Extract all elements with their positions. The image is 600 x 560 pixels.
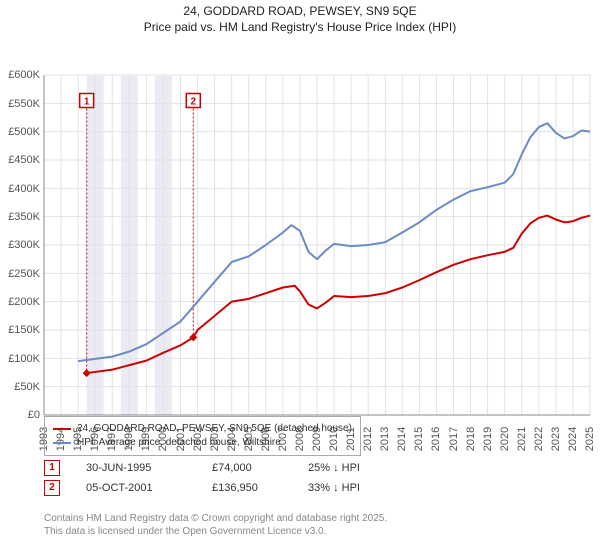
- legend-item: 24, GODDARD ROAD, PEWSEY, SN9 5QE (detac…: [53, 422, 352, 436]
- x-axis-label: 2023: [550, 427, 562, 451]
- marker-price: £74,000: [212, 462, 282, 474]
- x-axis-label: 2020: [499, 427, 511, 451]
- legend-box: 24, GODDARD ROAD, PEWSEY, SN9 5QE (detac…: [44, 416, 361, 456]
- svg-text:2: 2: [191, 97, 197, 108]
- x-axis-label: 2015: [413, 427, 425, 451]
- chart-container: 24, GODDARD ROAD, PEWSEY, SN9 5QE Price …: [0, 0, 600, 560]
- title-line-2: Price paid vs. HM Land Registry's House …: [0, 20, 600, 36]
- marker-price: £136,950: [212, 482, 282, 494]
- x-axis-label: 2018: [465, 427, 477, 451]
- y-axis-label: £200K: [8, 296, 44, 308]
- x-axis-label: 2024: [567, 427, 579, 451]
- marker-diff: 33% ↓ HPI: [308, 482, 398, 494]
- y-axis-label: £250K: [8, 268, 44, 280]
- marker-table: 1 30-JUN-1995 £74,000 25% ↓ HPI 2 05-OCT-2001…: [44, 460, 398, 500]
- attribution-line-2: This data is licensed under the Open Gov…: [44, 525, 387, 538]
- x-axis-label: 2016: [430, 427, 442, 451]
- marker-diff: 25% ↓ HPI: [308, 462, 398, 474]
- x-axis-label: 2014: [396, 427, 408, 451]
- title-block: 24, GODDARD ROAD, PEWSEY, SN9 5QE Price …: [0, 0, 600, 35]
- chart-svg: 12: [44, 75, 590, 415]
- legend-swatch: [53, 428, 71, 430]
- marker-table-box: 2: [44, 480, 60, 496]
- y-axis-label: £600K: [8, 69, 44, 81]
- x-axis-label: 2019: [482, 427, 494, 451]
- marker-table-box: 1: [44, 460, 60, 476]
- marker-date: 30-JUN-1995: [86, 462, 186, 474]
- attribution: Contains HM Land Registry data © Crown c…: [44, 512, 387, 538]
- x-axis-label: 2012: [362, 427, 374, 451]
- x-axis-label: 2017: [448, 427, 460, 451]
- marker-date: 05-OCT-2001: [86, 482, 186, 494]
- legend-swatch: [53, 442, 71, 444]
- y-axis-label: £300K: [8, 239, 44, 251]
- x-axis-label: 2025: [584, 427, 596, 451]
- y-axis-label: £100K: [8, 353, 44, 365]
- attribution-line-1: Contains HM Land Registry data © Crown c…: [44, 512, 387, 525]
- plot-area: 12£0£50K£100K£150K£200K£250K£300K£350K£4…: [44, 75, 590, 415]
- legend-label: 24, GODDARD ROAD, PEWSEY, SN9 5QE (detac…: [77, 422, 352, 436]
- marker-table-row: 2 05-OCT-2001 £136,950 33% ↓ HPI: [44, 480, 398, 496]
- y-axis-label: £400K: [8, 183, 44, 195]
- y-axis-label: £550K: [8, 98, 44, 110]
- legend-label: HPI: Average price, detached house, Wilt…: [77, 436, 281, 450]
- y-axis-label: £350K: [8, 211, 44, 223]
- y-axis-label: £0: [28, 409, 44, 421]
- x-axis-label: 2022: [533, 427, 545, 451]
- x-axis-label: 2013: [379, 427, 391, 451]
- marker-table-row: 1 30-JUN-1995 £74,000 25% ↓ HPI: [44, 460, 398, 476]
- y-axis-label: £500K: [8, 126, 44, 138]
- title-line-1: 24, GODDARD ROAD, PEWSEY, SN9 5QE: [0, 4, 600, 20]
- y-axis-label: £50K: [14, 381, 44, 393]
- y-axis-label: £450K: [8, 154, 44, 166]
- legend-item: HPI: Average price, detached house, Wilt…: [53, 436, 352, 450]
- y-axis-label: £150K: [8, 324, 44, 336]
- x-axis-label: 2021: [516, 427, 528, 451]
- svg-text:1: 1: [84, 97, 90, 108]
